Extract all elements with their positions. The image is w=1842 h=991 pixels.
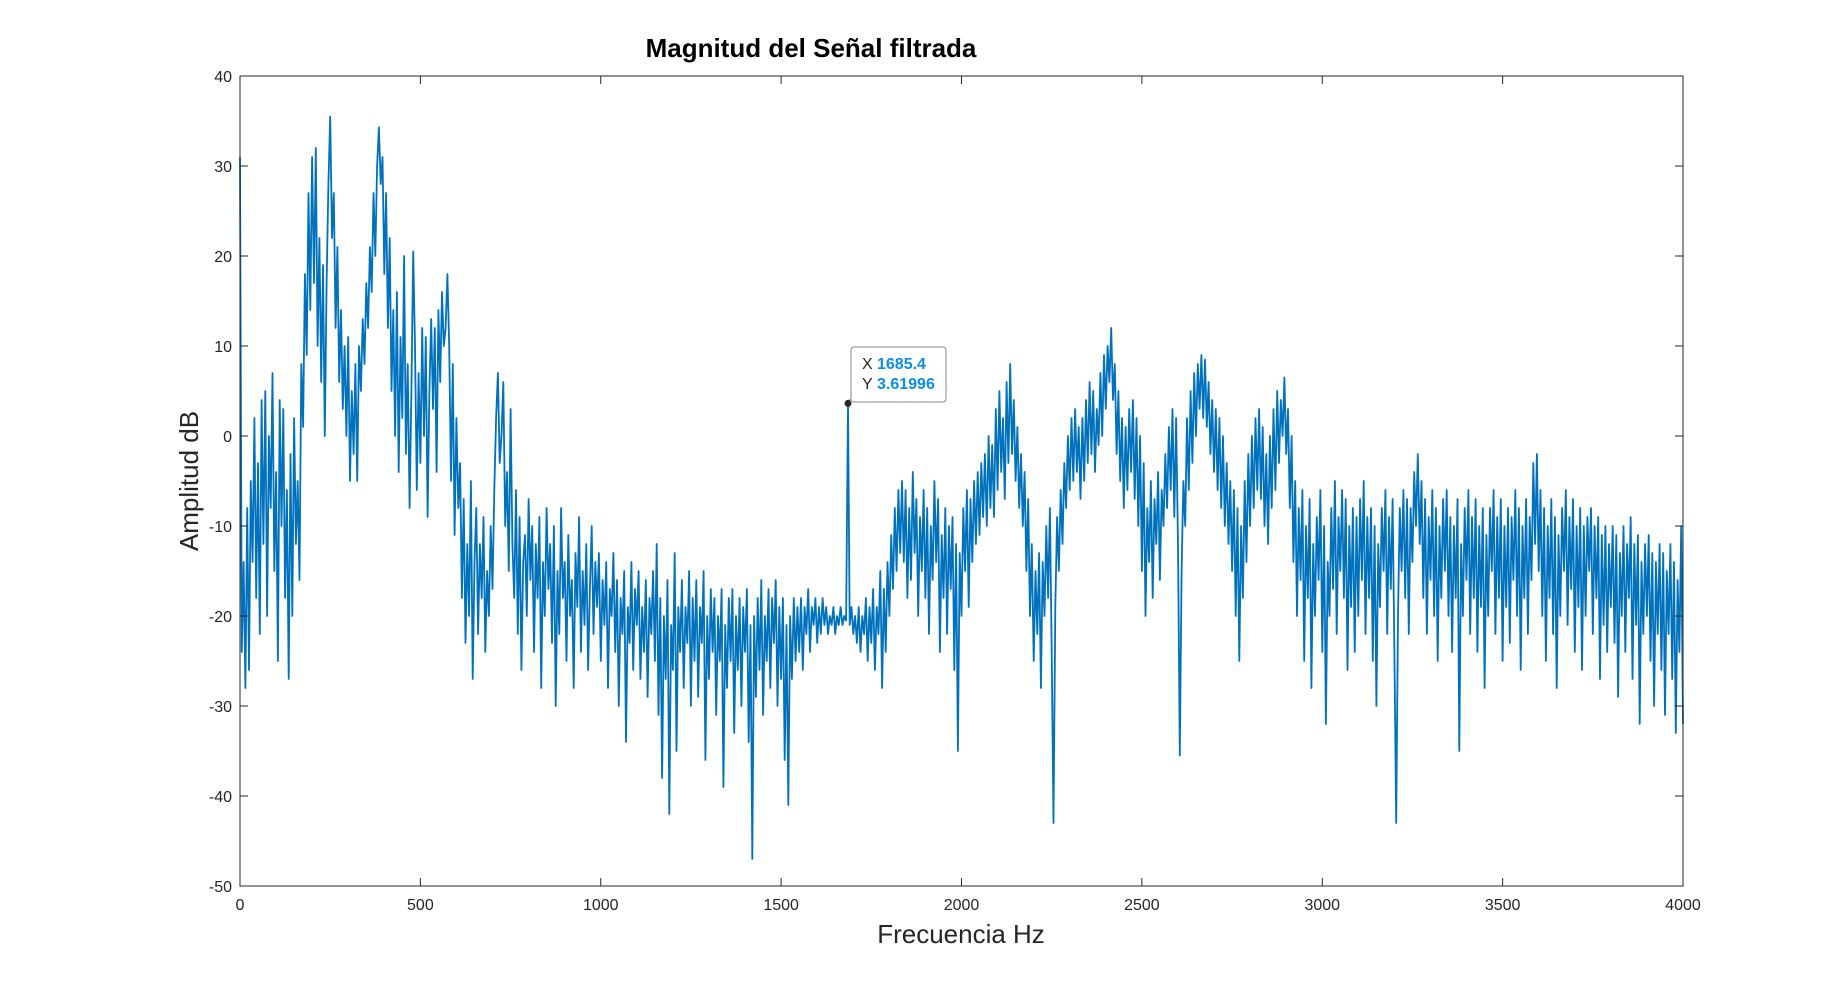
y-tick-label: 20 <box>214 249 232 266</box>
datatip[interactable]: X 1685.4 Y 3.61996 <box>844 346 947 407</box>
datatip-y-value: 3.61996 <box>877 376 935 393</box>
x-tick-label: 0 <box>236 897 245 914</box>
y-tick-label: -50 <box>209 879 232 896</box>
y-tick-label: -40 <box>209 789 232 806</box>
x-tick-label: 500 <box>407 897 434 914</box>
y-tick-label: 0 <box>223 429 232 446</box>
datatip-x-key: X <box>862 356 873 373</box>
x-tick-label: 3500 <box>1485 897 1521 914</box>
y-tick-label: -30 <box>209 699 232 716</box>
datatip-y-key: Y <box>862 376 873 393</box>
data-layer <box>239 115 1684 860</box>
series-line-1 <box>239 115 1684 860</box>
y-tick-label: -20 <box>209 609 232 626</box>
y-tick-label: 10 <box>214 339 232 356</box>
y-tick-label: -10 <box>209 519 232 536</box>
y-tick-label: 40 <box>214 69 232 86</box>
y-tick-label: 30 <box>214 159 232 176</box>
y-axis: 40 30 20 10 0 -10 -20 -30 -40 -50 <box>209 69 1683 896</box>
x-tick-label: 1000 <box>583 897 619 914</box>
x-tick-label: 1500 <box>763 897 799 914</box>
x-axis: 0 500 1000 1500 2000 2500 3000 3500 4000 <box>236 76 1701 914</box>
datatip-x-value: 1685.4 <box>877 356 926 373</box>
plot-area <box>240 76 1683 886</box>
x-tick-label: 2500 <box>1124 897 1160 914</box>
datatip-marker[interactable] <box>844 399 852 407</box>
chart-title: Magnitud del Señal filtrada <box>646 33 977 63</box>
datatip-box <box>850 346 947 403</box>
x-axis-label: Frecuencia Hz <box>877 919 1045 949</box>
x-tick-label: 3000 <box>1304 897 1340 914</box>
y-axis-label: Amplitud dB <box>174 411 204 551</box>
x-tick-label: 2000 <box>944 897 980 914</box>
x-tick-label: 4000 <box>1665 897 1701 914</box>
